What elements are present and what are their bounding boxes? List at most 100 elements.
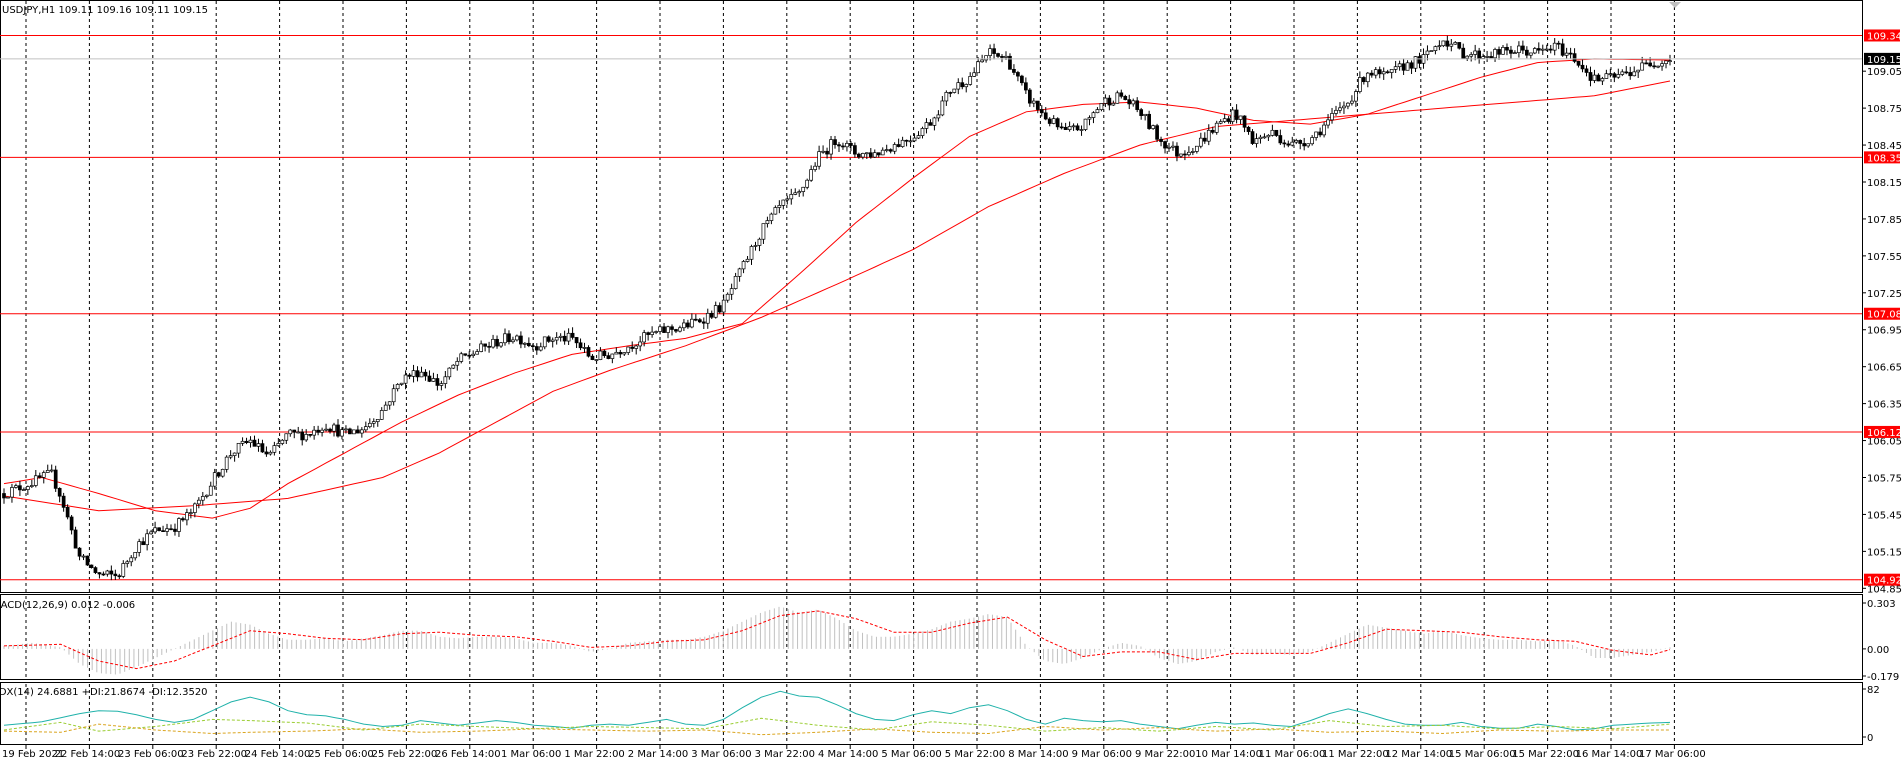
candle-body [1266, 134, 1271, 138]
candle-body [845, 142, 849, 148]
candle-body [511, 339, 515, 343]
candle-body [606, 355, 611, 359]
candle-body [189, 512, 193, 514]
candle-body [833, 139, 837, 145]
level-label: 109.34 [1867, 31, 1902, 42]
candle-body [1302, 143, 1307, 147]
macd-pane[interactable] [0, 594, 1863, 680]
candle-body [415, 370, 420, 378]
candle-body [1433, 46, 1438, 51]
level-label-bg [1864, 29, 1900, 42]
candle-body [371, 421, 376, 424]
candle-body [1286, 143, 1291, 146]
candle-body [1342, 105, 1346, 109]
candle-body [495, 338, 499, 347]
candle-body [1413, 56, 1418, 69]
candle-body [212, 472, 217, 487]
candle-body [57, 488, 62, 497]
candle-body [1350, 100, 1354, 104]
candle-body [439, 383, 444, 386]
candle-body [1548, 48, 1553, 51]
candle-body [682, 322, 686, 329]
candle-body [1409, 62, 1414, 69]
candle-body [1218, 121, 1223, 124]
candle-body [1210, 129, 1215, 133]
candle-body [769, 213, 774, 221]
candle-body [888, 149, 893, 152]
candle-body [1576, 61, 1581, 66]
candle-body [1059, 126, 1064, 129]
price-tick-label: 105.15 [1867, 547, 1902, 558]
price-axis: 109.05 108.75 108.45 108.15 107.85 107.55 107.… [0, 29, 1902, 595]
candle-body [423, 371, 428, 377]
candle-body [332, 424, 336, 432]
candle-body [328, 428, 332, 432]
candle-body [1385, 71, 1390, 74]
chart-shift-marker[interactable] [1669, 2, 1681, 8]
price-tick-label: 108.75 [1867, 104, 1902, 115]
candle-body [1405, 62, 1410, 71]
level-label-bg [1864, 307, 1900, 320]
candle-body [1020, 75, 1024, 84]
time-tick-label: 9 Mar 22:00 [1135, 749, 1195, 760]
adx-lines [3, 690, 1671, 736]
candle-body [407, 374, 412, 377]
time-tick-label: 15 Mar 06:00 [1449, 749, 1516, 760]
candle-body [1457, 42, 1462, 49]
candle-body [61, 495, 66, 508]
candle-body [240, 440, 245, 444]
candle-body [383, 404, 388, 411]
candle-body [276, 443, 281, 446]
candle-body [582, 347, 587, 349]
candle-body [1417, 56, 1422, 64]
time-tick-label: 10 Mar 14:00 [1195, 749, 1262, 760]
candle-body [602, 350, 607, 356]
candle-body [1592, 74, 1597, 81]
candle-body [789, 194, 794, 200]
price-tick-label: 109.05 [1867, 67, 1902, 78]
candle-body [956, 82, 961, 90]
candle-body [1652, 65, 1656, 68]
candle-body [785, 198, 790, 201]
candle-body [121, 563, 126, 577]
time-tick-label: 12 Mar 14:00 [1385, 749, 1452, 760]
candle-body [980, 59, 984, 63]
candle-body [165, 528, 169, 532]
candle-body [1334, 109, 1338, 114]
candle-body [853, 145, 857, 155]
candle-body [1540, 48, 1545, 51]
candle-body [1008, 55, 1012, 70]
candle-body [805, 179, 810, 188]
candle-body [1449, 43, 1454, 47]
candle-body [1206, 129, 1211, 142]
candle-body [1099, 103, 1104, 110]
candle-body [1521, 45, 1525, 51]
candle-body [638, 341, 643, 347]
candle-body [817, 151, 821, 167]
candle-body [793, 192, 798, 195]
candle-body [499, 342, 503, 347]
candle-body [196, 499, 201, 505]
candle-body [455, 361, 460, 366]
candle-body [880, 149, 885, 156]
candle-body [1067, 126, 1072, 130]
candle-body [654, 331, 658, 333]
price-tick-label: 108.45 [1867, 141, 1902, 152]
candle-body [1505, 46, 1509, 51]
candle-body [1254, 138, 1259, 144]
candle-body [185, 512, 189, 521]
macd-axis: 0.303 0.00 -0.179 [1862, 599, 1899, 683]
candle-body [1234, 109, 1239, 120]
candle-body [900, 139, 905, 147]
adx-pane[interactable] [0, 682, 1863, 745]
candle-body [1600, 78, 1605, 82]
time-tick-label: 3 Mar 06:00 [691, 749, 751, 760]
candle-body [821, 150, 825, 153]
candle-body [1139, 109, 1144, 116]
candle-body [316, 429, 320, 433]
candle-body [1604, 73, 1609, 79]
macd-tick-label: 0.00 [1867, 645, 1889, 656]
candle-body [26, 486, 30, 490]
candle-body [1151, 125, 1155, 129]
